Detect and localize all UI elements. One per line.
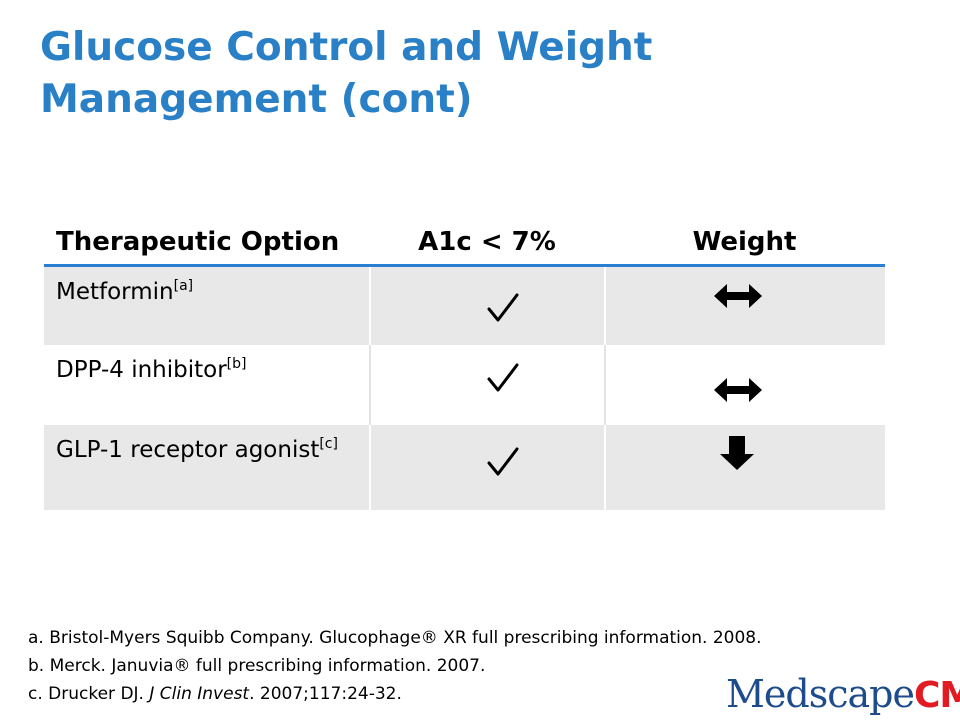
reference-c: c. Drucker DJ. J Clin Invest. 2007;117:2…	[28, 680, 888, 708]
reference-marker: [b]	[226, 356, 247, 372]
column-divider	[604, 425, 606, 510]
logo-medscape: Medscape	[726, 672, 915, 716]
table-row-metformin: Metformin[a]	[44, 267, 885, 345]
reference-c-prefix: c. Drucker DJ.	[28, 684, 150, 704]
column-divider	[369, 425, 371, 510]
header-a1c: A1c < 7%	[418, 227, 556, 257]
reference-a: a. Bristol-Myers Squibb Company. Glucoph…	[28, 628, 762, 648]
down-arrow-icon	[720, 436, 754, 470]
column-divider	[369, 345, 371, 425]
table-row-glp1: GLP-1 receptor agonist[c]	[44, 425, 885, 510]
column-divider	[604, 345, 606, 425]
reference-c-journal: J Clin Invest	[149, 684, 250, 704]
table-row-dpp4: DPP-4 inhibitor[b]	[44, 345, 885, 425]
option-name: DPP-4 inhibitor	[56, 357, 227, 383]
check-icon	[487, 363, 519, 392]
therapy-option-label: GLP-1 receptor agonist[c]	[56, 433, 356, 467]
double-arrow-horizontal-icon	[714, 378, 762, 402]
therapy-option-label: Metformin[a]	[56, 275, 356, 309]
table-header: Therapeutic Option A1c < 7% Weight	[44, 220, 885, 267]
check-icon	[487, 293, 519, 322]
references: a. Bristol-Myers Squibb Company. Glucoph…	[28, 624, 888, 708]
logo-cme: CME	[913, 675, 960, 716]
reference-marker: [a]	[173, 278, 194, 294]
medscape-cme-logo: MedscapeCME®	[726, 672, 960, 716]
check-icon	[487, 447, 519, 476]
header-therapeutic-option: Therapeutic Option	[56, 227, 340, 257]
header-weight: Weight	[692, 227, 797, 257]
therapy-table: Therapeutic Option A1c < 7% Weight Metfo…	[44, 220, 885, 510]
therapy-option-label: DPP-4 inhibitor[b]	[56, 353, 356, 387]
reference-c-suffix: . 2007;117:24-32.	[249, 684, 402, 704]
reference-b: b. Merck. Januvia® full prescribing info…	[28, 656, 486, 676]
reference-marker: [c]	[319, 436, 338, 452]
column-divider	[369, 267, 371, 345]
option-name: GLP-1 receptor agonist	[56, 437, 320, 463]
slide-title: Glucose Control and Weight Management (c…	[40, 25, 653, 122]
option-name: Metformin	[56, 279, 174, 305]
double-arrow-horizontal-icon	[714, 284, 762, 308]
column-divider	[604, 267, 606, 345]
